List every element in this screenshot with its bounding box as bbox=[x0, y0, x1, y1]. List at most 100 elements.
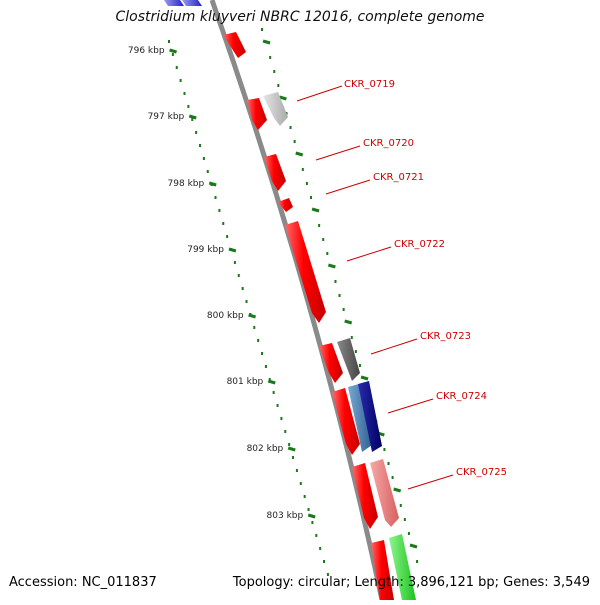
outer-ruler-mark bbox=[403, 518, 406, 521]
ruler-dot bbox=[307, 508, 310, 511]
outer-ruler-mark bbox=[278, 95, 287, 101]
cds-feature[interactable] bbox=[223, 32, 246, 58]
ruler-dot bbox=[288, 443, 291, 446]
gene-leader-line bbox=[407, 474, 454, 490]
ruler-dot bbox=[280, 417, 283, 420]
ruler-dot bbox=[168, 40, 170, 43]
outer-ruler-mark bbox=[293, 140, 296, 143]
cds-feature[interactable] bbox=[337, 338, 360, 381]
ruler-dot bbox=[257, 339, 260, 342]
gene-label[interactable]: CKR_0720 bbox=[363, 138, 414, 149]
genome-backbone bbox=[209, 0, 385, 601]
ruler-dot bbox=[175, 66, 178, 69]
cds-feature[interactable] bbox=[332, 388, 360, 455]
ruler-dot bbox=[245, 300, 248, 303]
ruler-dot bbox=[183, 92, 186, 95]
outer-ruler-mark bbox=[322, 238, 325, 241]
cds-feature[interactable] bbox=[264, 154, 286, 191]
cds-feature[interactable] bbox=[278, 198, 293, 212]
outer-ruler-mark bbox=[295, 151, 304, 157]
ruler-dot bbox=[195, 131, 198, 134]
ruler-dot bbox=[268, 378, 271, 381]
cds-feature[interactable] bbox=[285, 221, 326, 323]
ruler-dot bbox=[299, 482, 302, 485]
ruler-dot bbox=[214, 196, 217, 199]
outer-ruler-mark bbox=[407, 532, 410, 535]
ruler-dot bbox=[311, 521, 314, 524]
kbp-tick-mark bbox=[287, 446, 296, 452]
outer-ruler-mark bbox=[350, 336, 353, 339]
outer-ruler-mark bbox=[360, 375, 369, 381]
ruler-dot bbox=[315, 534, 318, 537]
ruler-dot bbox=[326, 573, 329, 576]
kbp-tick-mark bbox=[228, 247, 237, 253]
cds-feature[interactable] bbox=[263, 92, 288, 126]
kbp-tick-mark bbox=[248, 313, 256, 319]
ruler-dot bbox=[179, 79, 182, 82]
gene-leader-line bbox=[387, 398, 434, 414]
ruler-dot bbox=[233, 261, 236, 264]
outer-ruler-mark bbox=[399, 504, 402, 507]
cds-feature[interactable] bbox=[348, 384, 372, 452]
ruler-dot bbox=[191, 118, 194, 121]
ruler-dot bbox=[303, 495, 306, 498]
gene-label[interactable]: CKR_0723 bbox=[420, 331, 471, 342]
cds-feature[interactable] bbox=[371, 540, 394, 600]
kbp-tick-label: 797 kbp bbox=[147, 112, 185, 122]
outer-ruler-mark bbox=[334, 280, 337, 283]
gene-leader-line bbox=[315, 145, 361, 161]
kbp-ruler bbox=[168, 40, 329, 576]
outer-ruler-mark bbox=[383, 448, 386, 451]
ruler-dot bbox=[187, 105, 190, 108]
kbp-tick-label: 803 kbp bbox=[266, 511, 304, 521]
feature-track bbox=[164, 0, 416, 600]
ruler-dot bbox=[218, 209, 221, 212]
genome-title: Clostridium kluyveri NBRC 12016, complet… bbox=[115, 9, 485, 25]
cds-feature[interactable] bbox=[352, 463, 378, 529]
gene-label[interactable]: CKR_0722 bbox=[394, 239, 445, 250]
cds-feature[interactable] bbox=[247, 98, 267, 130]
outer-ruler-mark bbox=[311, 207, 320, 213]
outer-ruler-mark bbox=[305, 182, 308, 185]
ruler-dot bbox=[171, 53, 174, 56]
outer-ruler-mark bbox=[273, 70, 276, 73]
outer-ruler-mark bbox=[309, 196, 312, 199]
ruler-dot bbox=[319, 547, 322, 550]
cds-feature[interactable] bbox=[389, 534, 416, 600]
gene-label[interactable]: CKR_0721 bbox=[373, 172, 424, 183]
outer-ruler-mark bbox=[387, 462, 390, 465]
outer-ruler-mark bbox=[416, 560, 419, 563]
kbp-tick-mark bbox=[169, 48, 177, 54]
gene-leader-line bbox=[296, 85, 343, 102]
ruler-dot bbox=[264, 365, 267, 368]
ruler-dot bbox=[295, 469, 298, 472]
cds-feature[interactable] bbox=[370, 459, 399, 527]
gene-label-leaders bbox=[296, 85, 454, 490]
outer-ruler-mark bbox=[393, 487, 402, 493]
ruler-dot bbox=[241, 287, 244, 290]
gene-label[interactable]: CKR_0724 bbox=[436, 391, 487, 402]
ruler-dot bbox=[206, 170, 209, 173]
outer-ruler-mark bbox=[391, 476, 394, 479]
ruler-dot bbox=[261, 352, 264, 355]
kbp-tick-label: 801 kbp bbox=[226, 377, 264, 387]
gene-label[interactable]: CKR_0725 bbox=[456, 467, 507, 478]
ruler-dot bbox=[226, 235, 229, 238]
cds-feature[interactable] bbox=[182, 0, 202, 6]
kbp-tick-mark bbox=[208, 181, 217, 187]
kbp-tick-label: 802 kbp bbox=[246, 444, 284, 454]
gene-leader-line bbox=[346, 246, 392, 262]
outer-ruler-mark bbox=[277, 84, 280, 87]
ruler-dot bbox=[202, 157, 205, 160]
cds-feature[interactable] bbox=[358, 381, 382, 452]
cds-feature[interactable] bbox=[164, 0, 184, 6]
ruler-dot bbox=[292, 456, 295, 459]
outer-ruler-mark bbox=[269, 56, 272, 59]
outer-ruler-mark bbox=[358, 364, 361, 367]
ruler-dot bbox=[323, 560, 326, 563]
cds-feature[interactable] bbox=[319, 343, 343, 383]
outer-ruler-mark bbox=[261, 28, 263, 31]
kbp-tick-label: 800 kbp bbox=[206, 311, 244, 321]
gene-label[interactable]: CKR_0719 bbox=[344, 79, 395, 90]
ruler-dot bbox=[272, 391, 275, 394]
